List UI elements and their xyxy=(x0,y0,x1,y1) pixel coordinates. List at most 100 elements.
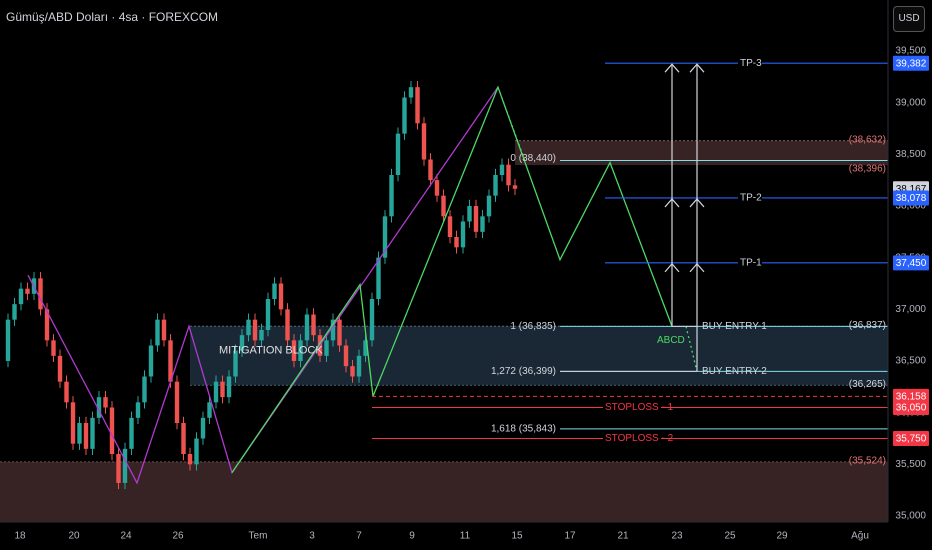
take-profit-label: TP-2 xyxy=(740,193,762,204)
x-tick-label: 26 xyxy=(172,531,184,542)
candle-body xyxy=(44,309,50,341)
candle-body xyxy=(246,319,251,336)
price-marker-label: 36,158 xyxy=(896,391,927,402)
price-marker xyxy=(893,255,929,271)
y-tick-label: 35,000 xyxy=(895,511,926,522)
arrow-head xyxy=(664,198,680,208)
fib-1272-label: 1,272 (36,399) xyxy=(491,366,556,377)
candle-body xyxy=(512,185,518,189)
candle-body xyxy=(168,340,173,382)
zigzag-green-line xyxy=(231,85,673,473)
candle-body xyxy=(51,340,56,356)
candle-body xyxy=(161,319,167,341)
fib-1618-label: 1,618 (35,843) xyxy=(491,424,556,435)
price-marker xyxy=(893,400,929,415)
candle-body xyxy=(421,123,427,160)
chart-title: Gümüş/ABD Doları · 4sa · FOREXCOM xyxy=(6,10,219,24)
take-profit-label: TP-1 xyxy=(740,257,762,268)
candle-body xyxy=(291,340,297,361)
candle-body xyxy=(285,309,290,341)
candle-body xyxy=(135,402,141,418)
candle-body xyxy=(356,355,362,377)
candle-body xyxy=(109,407,115,454)
candle-body xyxy=(467,206,472,222)
take-profit-label: TP-3 xyxy=(740,58,762,69)
candle-body xyxy=(259,330,264,341)
y-tick-label: 39,500 xyxy=(895,46,926,57)
y-tick-label: 38,000 xyxy=(895,201,926,212)
candle-body xyxy=(350,366,355,377)
candle-body xyxy=(194,438,199,465)
x-tick-label: Ağu xyxy=(851,531,869,542)
x-tick-label: 3 xyxy=(309,531,315,542)
arrow-head xyxy=(689,198,705,208)
abcd-label: ABCD xyxy=(657,335,685,346)
candle-body xyxy=(441,195,446,217)
zone-value-label: (36,837) xyxy=(849,320,886,331)
take-profit-label-bg xyxy=(738,255,762,270)
candle-body xyxy=(278,283,284,310)
candle-body xyxy=(506,164,511,186)
candle-body xyxy=(129,417,134,449)
price-marker-label: 38,167 xyxy=(896,184,927,195)
arrow-head xyxy=(689,262,705,273)
candle-body xyxy=(460,221,466,248)
price-marker xyxy=(893,190,929,206)
price-marker xyxy=(893,431,929,446)
zone-value-label: (36,265) xyxy=(849,379,886,390)
candle-body xyxy=(18,288,24,305)
candle-body xyxy=(337,319,342,346)
buy-entry-1-label: BUY ENTRY-1 xyxy=(702,321,767,332)
candle-body xyxy=(57,355,63,382)
candle-body xyxy=(96,397,102,418)
candle-body xyxy=(324,340,329,356)
candle-body xyxy=(5,319,11,361)
x-tick-label: 18 xyxy=(14,531,26,542)
x-tick-label: 23 xyxy=(671,531,683,542)
candle-body xyxy=(213,381,219,403)
price-marker-label: 35,750 xyxy=(896,434,927,445)
candle-body xyxy=(155,319,160,346)
take-profit-label-bg xyxy=(738,56,762,71)
price-marker-label: 37,450 xyxy=(896,258,927,269)
candle-body xyxy=(369,299,375,341)
candle-body xyxy=(480,216,485,232)
candle-body xyxy=(343,345,349,367)
candle-body xyxy=(187,454,193,465)
candle-body xyxy=(272,283,277,299)
currency-button[interactable]: USD xyxy=(893,6,925,32)
candle-body xyxy=(311,314,316,336)
price-marker-label: 38,078 xyxy=(896,193,927,204)
candle-body xyxy=(103,397,108,408)
x-tick-label: 11 xyxy=(460,531,471,542)
candle-body xyxy=(486,195,492,217)
stoploss-1-label-bg xyxy=(603,401,661,414)
candle-body xyxy=(116,454,121,483)
stoploss-2-label: STOPLOSS - 2 xyxy=(605,433,674,444)
candle-body xyxy=(330,319,336,341)
take-profit-label-bg xyxy=(738,190,762,205)
x-tick-label: 25 xyxy=(724,531,736,542)
candle-body xyxy=(473,206,479,232)
x-tick-label: 21 xyxy=(617,531,629,542)
x-tick-label: Tem xyxy=(249,531,268,542)
candle-body xyxy=(376,257,381,299)
fib-0-label: 0 (38,440) xyxy=(510,153,556,164)
zigzag-purple-line xyxy=(27,86,499,485)
candle-body xyxy=(122,448,128,483)
candle-body xyxy=(25,288,30,294)
y-axis-panel xyxy=(888,0,932,550)
y-tick-label: 35,500 xyxy=(895,459,926,470)
candle-body xyxy=(148,345,154,377)
candle-body xyxy=(447,216,453,237)
fib-1-label: 1 (36,835) xyxy=(510,321,556,332)
upper-supply-zone xyxy=(515,140,888,166)
candle-body xyxy=(142,376,147,403)
candle-body xyxy=(408,87,414,98)
zone-value-label: (38,632) xyxy=(849,134,886,145)
candle-body xyxy=(252,319,258,341)
arrow-head xyxy=(664,262,680,273)
x-tick-label: 7 xyxy=(356,531,362,542)
